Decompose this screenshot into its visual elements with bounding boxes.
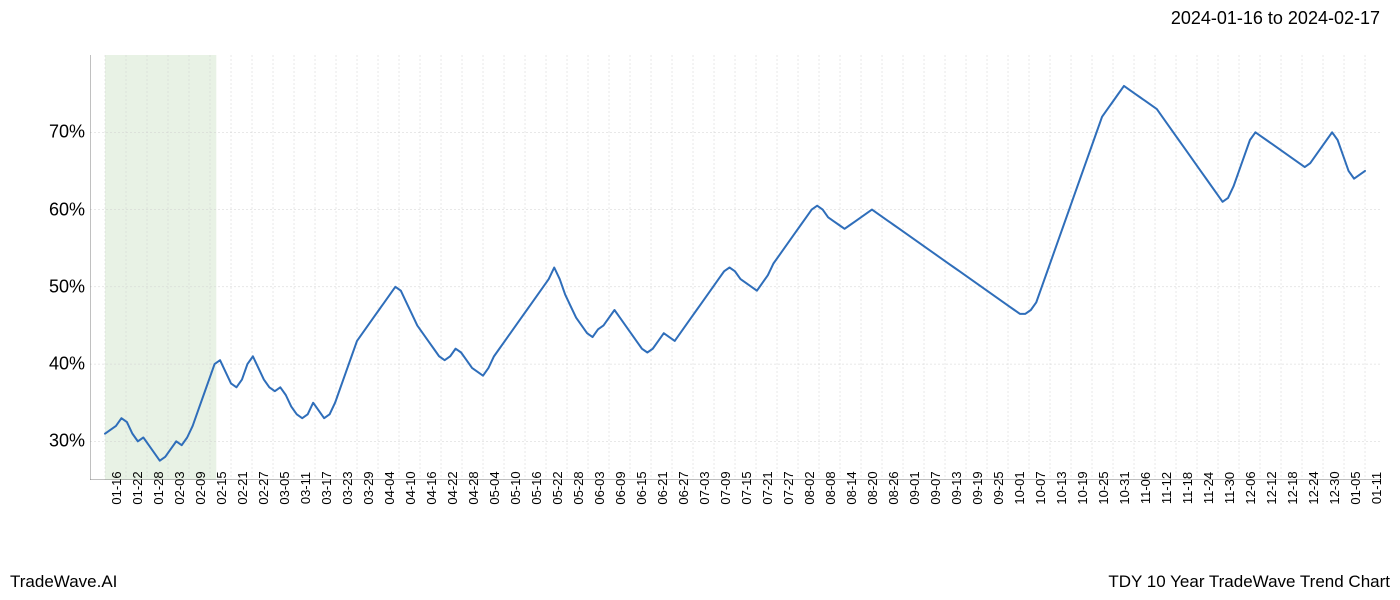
x-tick-label: 05-22 bbox=[550, 471, 565, 504]
x-tick-label: 07-27 bbox=[781, 471, 796, 504]
x-tick-label: 12-18 bbox=[1285, 471, 1300, 504]
date-range-label: 2024-01-16 to 2024-02-17 bbox=[1171, 8, 1380, 29]
x-tick-label: 01-22 bbox=[130, 471, 145, 504]
x-tick-label: 10-13 bbox=[1054, 471, 1069, 504]
x-tick-label: 12-12 bbox=[1264, 471, 1279, 504]
x-axis-labels: 01-1601-2201-2802-0302-0902-1502-2102-27… bbox=[90, 480, 1380, 550]
x-tick-label: 09-25 bbox=[991, 471, 1006, 504]
x-tick-label: 11-12 bbox=[1159, 472, 1174, 504]
x-tick-label: 09-19 bbox=[970, 471, 985, 504]
x-tick-label: 12-30 bbox=[1327, 471, 1342, 504]
y-tick-label: 40% bbox=[49, 354, 85, 375]
y-tick-label: 30% bbox=[49, 431, 85, 452]
x-tick-label: 12-24 bbox=[1306, 471, 1321, 504]
footer-title: TDY 10 Year TradeWave Trend Chart bbox=[1108, 572, 1390, 592]
y-axis-labels: 30% 40% 50% 60% 70% bbox=[40, 55, 85, 480]
x-tick-label: 04-10 bbox=[403, 471, 418, 504]
x-tick-label: 02-27 bbox=[256, 471, 271, 504]
chart-svg bbox=[90, 55, 1380, 480]
x-tick-label: 11-06 bbox=[1138, 472, 1153, 504]
x-tick-label: 08-26 bbox=[886, 471, 901, 504]
x-tick-label: 10-01 bbox=[1012, 471, 1027, 504]
y-tick-label: 60% bbox=[49, 199, 85, 220]
x-tick-label: 08-20 bbox=[865, 471, 880, 504]
footer-brand: TradeWave.AI bbox=[10, 572, 117, 592]
x-tick-label: 04-04 bbox=[382, 471, 397, 504]
x-tick-label: 05-04 bbox=[487, 471, 502, 504]
x-tick-label: 03-29 bbox=[361, 471, 376, 504]
x-tick-label: 07-03 bbox=[697, 471, 712, 504]
x-tick-label: 08-14 bbox=[844, 471, 859, 504]
x-tick-label: 08-02 bbox=[802, 471, 817, 504]
trend-chart: 30%40%50%60%70% 01-1601-2201-2802-0302-0… bbox=[90, 55, 1380, 480]
x-tick-label: 05-10 bbox=[508, 471, 523, 504]
x-tick-label: 03-11 bbox=[298, 472, 313, 504]
x-tick-label: 01-16 bbox=[109, 471, 124, 504]
x-tick-label: 02-15 bbox=[214, 471, 229, 504]
x-tick-label: 07-09 bbox=[718, 471, 733, 504]
x-tick-label: 10-31 bbox=[1117, 471, 1132, 504]
x-tick-label: 10-25 bbox=[1096, 471, 1111, 504]
x-tick-label: 09-13 bbox=[949, 471, 964, 504]
x-tick-label: 12-06 bbox=[1243, 471, 1258, 504]
x-tick-label: 09-01 bbox=[907, 471, 922, 504]
y-tick-label: 50% bbox=[49, 276, 85, 297]
x-tick-label: 06-09 bbox=[613, 471, 628, 504]
x-tick-label: 08-08 bbox=[823, 471, 838, 504]
x-tick-label: 02-21 bbox=[235, 471, 250, 504]
x-tick-label: 10-07 bbox=[1033, 471, 1048, 504]
x-tick-label: 04-16 bbox=[424, 471, 439, 504]
x-tick-label: 06-21 bbox=[655, 471, 670, 504]
x-tick-label: 06-03 bbox=[592, 471, 607, 504]
x-tick-label: 11-18 bbox=[1180, 472, 1195, 504]
y-tick-label: 70% bbox=[49, 122, 85, 143]
x-tick-label: 07-15 bbox=[739, 471, 754, 504]
x-tick-label: 05-16 bbox=[529, 471, 544, 504]
x-tick-label: 11-24 bbox=[1201, 472, 1216, 504]
x-tick-label: 03-17 bbox=[319, 471, 334, 504]
x-tick-label: 02-03 bbox=[172, 471, 187, 504]
x-tick-label: 04-28 bbox=[466, 471, 481, 504]
x-tick-label: 02-09 bbox=[193, 471, 208, 504]
x-tick-label: 05-28 bbox=[571, 471, 586, 504]
x-tick-label: 01-05 bbox=[1348, 471, 1363, 504]
x-tick-label: 04-22 bbox=[445, 471, 460, 504]
x-tick-label: 01-28 bbox=[151, 471, 166, 504]
x-tick-label: 10-19 bbox=[1075, 471, 1090, 504]
x-tick-label: 03-05 bbox=[277, 471, 292, 504]
x-tick-label: 06-27 bbox=[676, 471, 691, 504]
x-tick-label: 11-30 bbox=[1222, 472, 1237, 504]
x-tick-label: 09-07 bbox=[928, 471, 943, 504]
x-tick-label: 07-21 bbox=[760, 471, 775, 504]
x-tick-label: 03-23 bbox=[340, 471, 355, 504]
x-tick-label: 06-15 bbox=[634, 471, 649, 504]
x-tick-label: 01-11 bbox=[1369, 472, 1384, 504]
